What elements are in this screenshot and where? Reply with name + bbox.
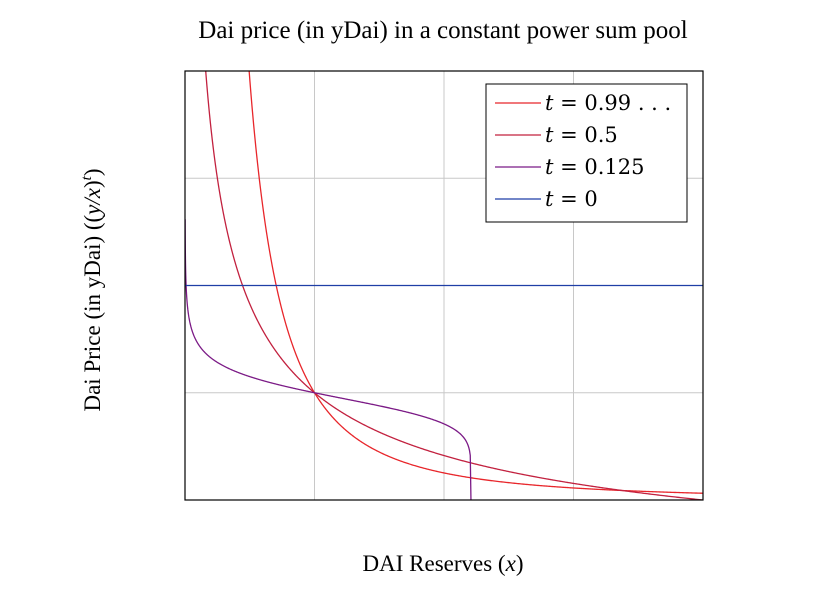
legend-entry-1: t = 0.5 [495,123,618,147]
series-line-1 [205,71,703,500]
legend-entry-0: t = 0.99 . . . [495,91,671,115]
series-line-0 [248,71,703,494]
legend: t = 0.99 . . . t = 0.5 t = 0.125 t = 0 [485,83,688,223]
legend-label-0: t = 0.99 . . . [545,91,671,115]
plot-frame [184,70,704,501]
legend-label-3: t = 0 [545,187,598,211]
chart-title: Dai price (in yDai) in a constant power … [198,17,688,44]
series-line-2 [185,219,472,500]
x-axis-label: DAI Reserves (x) [363,551,524,576]
y-axis-label: Dai Price (in yDai) ((y/x)t) [79,168,105,411]
legend-label-2: t = 0.125 [545,155,645,179]
series-layer [185,71,703,500]
legend-label-1: t = 0.5 [545,123,618,147]
legend-entry-2: t = 0.125 [495,155,645,179]
legend-entry-3: t = 0 [495,187,598,211]
